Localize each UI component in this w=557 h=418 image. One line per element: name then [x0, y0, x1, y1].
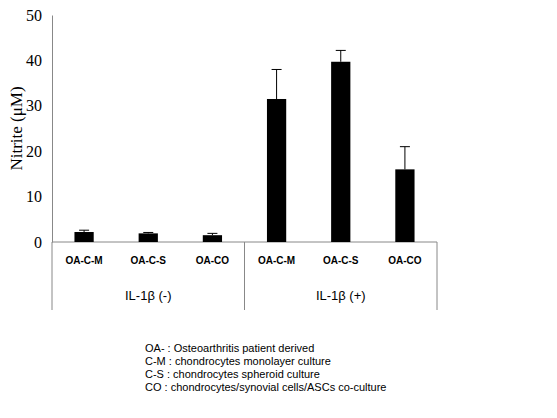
- error-bar-stem: [276, 69, 277, 99]
- error-bar: [400, 147, 410, 170]
- error-bar: [272, 69, 282, 99]
- error-bar-cap: [79, 230, 89, 231]
- group-divider: [437, 242, 438, 310]
- note: OA- : Osteoarthritis patient derived: [145, 342, 314, 354]
- y-tick-label: 10: [26, 188, 42, 205]
- x-tick-label: OA-C-S: [130, 255, 166, 266]
- note: C-M : chondrocytes monolayer culture: [145, 355, 331, 367]
- bar: [395, 169, 414, 242]
- group-label: IL-1β (-): [125, 288, 171, 303]
- bar: [331, 62, 350, 242]
- x-tick-label: OA-CO: [196, 255, 230, 266]
- bar: [139, 233, 158, 242]
- y-tick: 30: [26, 97, 52, 114]
- y-tick-label: 50: [26, 7, 42, 24]
- bar: [74, 232, 93, 242]
- group-divider: [244, 242, 245, 310]
- error-bar-cap: [207, 233, 217, 234]
- y-tick: 40: [26, 52, 52, 69]
- error-bar: [336, 50, 346, 61]
- x-tick-label: OA-C-S: [323, 255, 359, 266]
- y-axis-line: [52, 16, 53, 243]
- error-bar-cap: [336, 50, 346, 51]
- error-bar: [207, 233, 217, 235]
- error-bar-cap: [143, 232, 153, 233]
- x-tick-label: OA-C-M: [65, 255, 102, 266]
- y-axis: 0 10 20 30 40 50: [26, 7, 53, 251]
- group-divider: [52, 242, 53, 310]
- note: CO : chondrocytes/synovial cells/ASCs co…: [145, 381, 386, 393]
- chart: 0 10 20 30 40 50 Nitrite (μM) OA-C-M OA-C-S OA-CO…: [0, 0, 557, 418]
- error-bar-cap: [272, 69, 282, 70]
- y-tick: 0: [34, 234, 52, 251]
- y-tick-label: 0: [34, 234, 42, 251]
- plot-area: [74, 50, 414, 242]
- x-tick-label: OA-CO: [388, 255, 422, 266]
- error-bar-cap: [400, 146, 410, 147]
- y-tick: 20: [26, 143, 52, 160]
- y-tick: 50: [26, 7, 52, 24]
- note: C-S : chondrocytes spheroid culture: [145, 368, 320, 380]
- error-bar-stem: [340, 50, 341, 61]
- bar: [203, 235, 222, 242]
- error-bar: [79, 230, 89, 232]
- x-tick-label: OA-C-M: [258, 255, 295, 266]
- error-bar-stem: [404, 147, 405, 170]
- y-tick-label: 20: [26, 143, 42, 160]
- y-tick-label: 40: [26, 52, 42, 69]
- group-label: IL-1β (+): [316, 288, 366, 303]
- y-axis-title: Nitrite (μM): [7, 86, 26, 170]
- y-tick: 10: [26, 188, 52, 205]
- bar: [267, 99, 286, 242]
- y-tick-label: 30: [26, 97, 42, 114]
- error-bar: [143, 232, 153, 234]
